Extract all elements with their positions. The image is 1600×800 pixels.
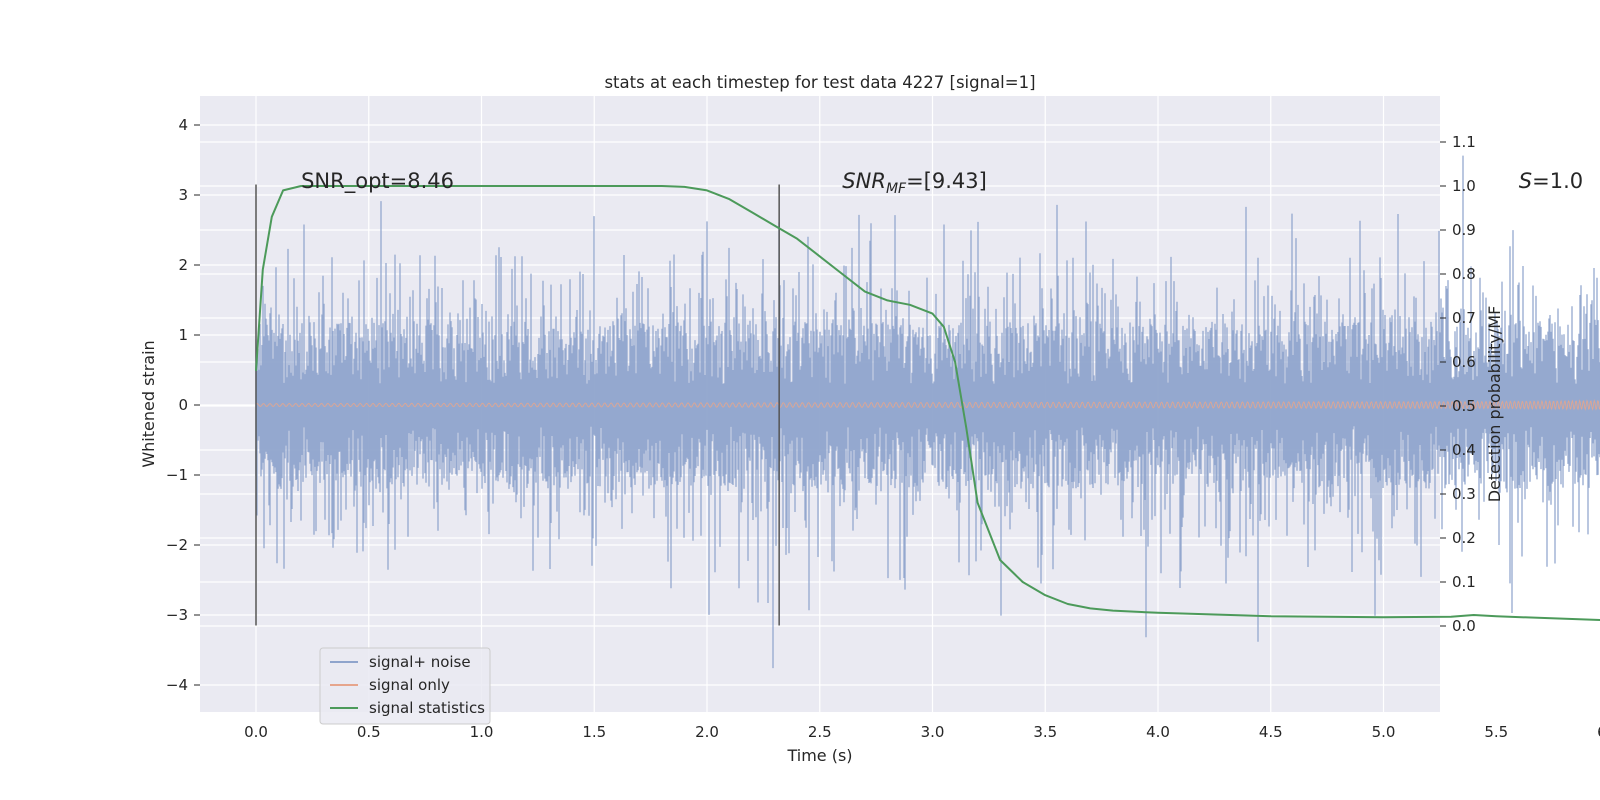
x-tick-label: 2.0 [695, 723, 719, 741]
y-tick-label-right: 0.4 [1452, 441, 1476, 459]
y-tick-label-right: 1.1 [1452, 133, 1476, 151]
annotation: S=1.0 [1519, 169, 1583, 193]
x-tick-label: 4.5 [1259, 723, 1283, 741]
y-tick-label-right: 0.8 [1452, 265, 1476, 283]
signal-only-line [255, 398, 1600, 411]
chart-title: stats at each timestep for test data 422… [604, 73, 1035, 92]
y-tick-label-right: 0.6 [1452, 353, 1476, 371]
legend: signal+ noise signal only signal statist… [319, 647, 491, 725]
x-tick-label: 3.0 [921, 723, 945, 741]
y-tick-label-right: 0.7 [1452, 309, 1476, 327]
x-tick-label: 6.0 [1597, 723, 1600, 741]
x-tick-label: 4.0 [1146, 723, 1170, 741]
x-tick-label: 0.5 [357, 723, 381, 741]
legend-label-signal-noise: signal+ noise [369, 653, 471, 671]
y-tick-label-right: 0.3 [1452, 485, 1476, 503]
x-tick-label: 0.0 [244, 723, 268, 741]
annotation: SNR_opt=8.46 [301, 169, 454, 194]
y-tick-label-left: −4 [166, 676, 188, 694]
x-tick-label: 1.5 [582, 723, 606, 741]
y-tick-label-left: 4 [178, 116, 188, 134]
x-tick-label: 2.5 [808, 723, 832, 741]
x-axis-label: Time (s) [786, 746, 852, 765]
y-tick-label-left: −3 [166, 606, 188, 624]
legend-box [319, 647, 491, 725]
signal-statistics-line [255, 185, 1600, 621]
y-tick-label-right: 0.2 [1452, 529, 1476, 547]
y-axis-label-left: Whitened strain [139, 340, 158, 467]
annotation: SNRMF=[9.43] [842, 169, 987, 197]
legend-label-signal-statistics: signal statistics [369, 699, 485, 717]
y-tick-label-left: 2 [178, 256, 188, 274]
tick-labels: 0.00.51.01.52.02.53.03.54.04.55.05.56.06… [166, 116, 1600, 741]
y-tick-label-right: 0.5 [1452, 397, 1476, 415]
y-tick-label-left: −1 [166, 466, 188, 484]
y-tick-label-right: 1.0 [1452, 177, 1476, 195]
y-axis-label-right: Detection probability/MF [1485, 306, 1504, 503]
y-tick-label-right: 0.0 [1452, 617, 1476, 635]
y-tick-label-right: 0.1 [1452, 573, 1476, 591]
signal-only-series [255, 398, 1600, 411]
x-tick-label: 1.0 [470, 723, 494, 741]
legend-label-signal-only: signal only [369, 676, 450, 694]
y-tick-label-right: 0.9 [1452, 221, 1476, 239]
x-tick-label: 5.0 [1372, 723, 1396, 741]
x-tick-label: 3.5 [1033, 723, 1057, 741]
y-tick-label-left: 1 [178, 326, 188, 344]
y-tick-label-left: 0 [178, 396, 188, 414]
y-tick-label-left: 3 [178, 186, 188, 204]
signal-statistics-series [255, 185, 1600, 621]
x-tick-label: 5.5 [1484, 723, 1508, 741]
y-tick-label-left: −2 [166, 536, 188, 554]
vertical-markers [255, 184, 780, 626]
